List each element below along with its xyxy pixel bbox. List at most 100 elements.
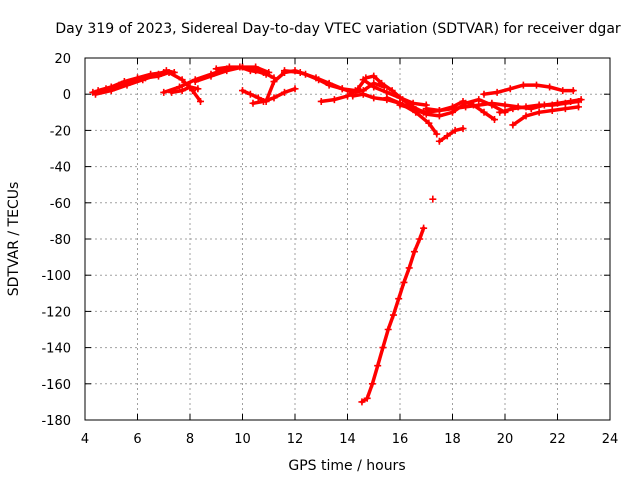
- x-tick-label: 22: [549, 432, 566, 447]
- data-point: [409, 105, 417, 113]
- data-point: [186, 83, 194, 91]
- data-point: [435, 137, 443, 145]
- data-point: [160, 88, 168, 96]
- x-tick-label: 18: [444, 432, 461, 447]
- data-point: [252, 63, 260, 71]
- data-point: [519, 81, 527, 89]
- y-tick-label: -160: [41, 378, 71, 393]
- data-point: [548, 106, 556, 114]
- x-tick-label: 16: [392, 432, 409, 447]
- data-point: [178, 76, 186, 84]
- series-line: [93, 68, 177, 96]
- y-tick-label: -180: [41, 414, 71, 429]
- series-isolated-point: [429, 195, 437, 203]
- y-tick-label: -40: [50, 161, 71, 176]
- data-point: [349, 92, 357, 100]
- x-tick-label: 6: [133, 432, 141, 447]
- x-tick-label: 12: [287, 432, 304, 447]
- data-point: [178, 87, 186, 95]
- data-point: [535, 108, 543, 116]
- y-tick-label: -120: [41, 305, 71, 320]
- data-point: [496, 108, 504, 116]
- data-point: [249, 99, 257, 107]
- data-point: [239, 87, 246, 95]
- data-point: [191, 78, 199, 86]
- data-point: [162, 67, 170, 75]
- data-point: [378, 79, 386, 87]
- data-point: [358, 398, 366, 406]
- y-tick-label: 0: [63, 88, 71, 103]
- y-tick-label: 20: [54, 52, 71, 67]
- x-tick-label: 8: [186, 432, 194, 447]
- data-point: [561, 105, 569, 113]
- data-point: [239, 63, 246, 71]
- data-point: [359, 90, 367, 98]
- data-point: [522, 112, 530, 120]
- data-point: [493, 88, 501, 96]
- series-arc-20: [509, 103, 582, 129]
- data-point: [405, 264, 413, 272]
- data-point: [197, 97, 204, 105]
- series-arc-19: [496, 97, 582, 116]
- data-point: [170, 68, 178, 76]
- data-point: [107, 87, 115, 95]
- series-arc-7: [212, 63, 273, 76]
- data-point: [123, 81, 131, 89]
- series-line: [169, 85, 200, 95]
- data-point: [370, 72, 378, 80]
- chart-title: Day 319 of 2023, Sidereal Day-to-day VTE…: [55, 21, 621, 37]
- data-point: [533, 81, 540, 89]
- x-tick-label: 20: [497, 432, 514, 447]
- data-point: [270, 94, 278, 102]
- data-point: [291, 85, 299, 93]
- series-arc-18: [480, 81, 577, 98]
- data-point: [338, 85, 346, 93]
- series-drop-arc: [358, 224, 428, 406]
- series-arc-13: [359, 76, 430, 109]
- data-point: [422, 105, 430, 113]
- data-point: [370, 83, 378, 91]
- data-point: [420, 224, 428, 232]
- x-tick-label: 4: [81, 432, 89, 447]
- data-point: [379, 344, 387, 352]
- series-arc-3: [92, 67, 178, 98]
- data-point: [281, 67, 288, 75]
- data-point: [92, 90, 99, 98]
- data-point: [155, 70, 162, 78]
- data-point: [480, 90, 488, 98]
- data-point: [416, 235, 424, 243]
- data-point: [363, 394, 371, 402]
- series-line: [437, 126, 465, 144]
- x-axis-label: GPS time / hours: [288, 458, 405, 474]
- data-point: [475, 101, 483, 109]
- data-series: [89, 63, 585, 406]
- y-tick-label: -140: [41, 342, 71, 357]
- data-point: [265, 68, 273, 76]
- data-point: [443, 132, 451, 140]
- data-point: [384, 326, 392, 333]
- x-tick-label: 10: [234, 432, 251, 447]
- data-point: [246, 90, 254, 98]
- data-point: [575, 103, 582, 111]
- y-tick-label: -80: [50, 233, 71, 248]
- data-point: [120, 78, 128, 86]
- y-tick-label: -20: [50, 124, 71, 139]
- data-point: [260, 97, 267, 105]
- data-point: [488, 99, 496, 107]
- data-point: [400, 278, 408, 286]
- data-point: [312, 74, 320, 82]
- data-point: [433, 130, 441, 138]
- data-point: [270, 78, 278, 86]
- data-point: [325, 79, 333, 87]
- data-point: [480, 108, 488, 116]
- data-point: [435, 106, 443, 114]
- data-point: [522, 103, 530, 111]
- data-point: [569, 87, 577, 95]
- data-point: [501, 101, 509, 109]
- data-point: [535, 101, 543, 109]
- data-point: [254, 94, 262, 102]
- data-point: [410, 248, 418, 256]
- data-point: [429, 195, 437, 203]
- data-point: [374, 362, 382, 370]
